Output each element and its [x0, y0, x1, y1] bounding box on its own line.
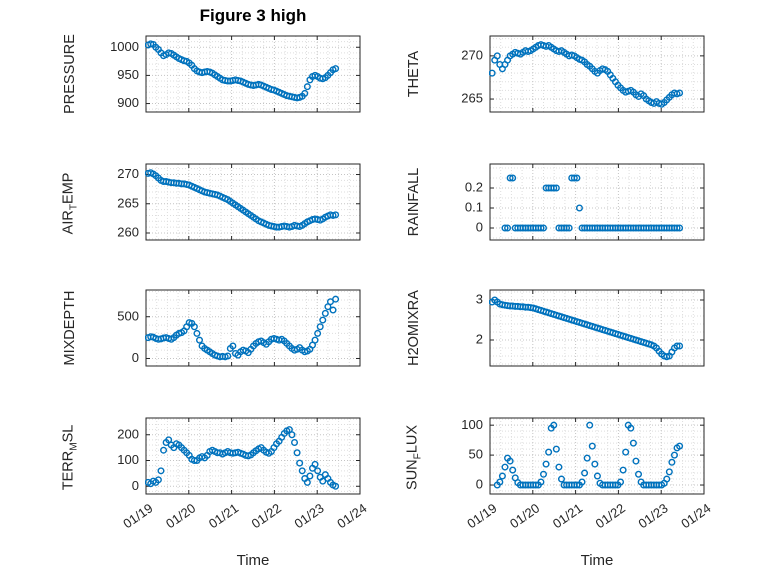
subscript: T	[68, 203, 80, 211]
plot-canvas-air-temp	[90, 156, 372, 252]
subplot-sun-flux: SUNFLUX	[405, 410, 716, 560]
y-axis-label-theta: THETA	[406, 50, 422, 98]
x-axis-label-time-left: Time	[236, 552, 270, 569]
y-axis-label-pressure: PRESSURE	[62, 34, 78, 114]
subplot-mixdepth: MIXDEPTH	[62, 282, 372, 378]
figure-title: Figure 3 high	[199, 6, 307, 25]
x-axis-label-time-right: Time	[580, 552, 614, 569]
plot-canvas-h2omixra	[434, 282, 716, 378]
y-axis-label-air-temp: AIRTEMP	[60, 172, 80, 235]
y-axis-label-h2omixra: H2OMIXRA	[406, 290, 422, 366]
y-axis-label-rainfall: RAINFALL	[406, 167, 422, 237]
subscript: F	[412, 453, 424, 460]
subscript: M	[68, 442, 80, 451]
plot-canvas-theta	[434, 28, 716, 124]
plot-canvas-sun-flux	[434, 410, 716, 560]
subplot-air-temp: AIRTEMP	[61, 156, 372, 252]
subplot-terr-msl: TERRMSL	[61, 410, 372, 560]
plot-canvas-pressure	[90, 28, 372, 124]
subplot-h2omixra: H2OMIXRA	[406, 282, 716, 378]
plot-canvas-terr-msl	[90, 410, 372, 560]
y-axis-label-mixdepth: MIXDEPTH	[62, 290, 78, 366]
subplot-rainfall: RAINFALL	[406, 156, 716, 252]
y-axis-label-sun-flux: SUNFLUX	[404, 424, 424, 490]
subplot-theta: THETA	[406, 28, 716, 124]
subplot-pressure: PRESSURE	[62, 28, 372, 124]
plot-canvas-rainfall	[434, 156, 716, 252]
y-axis-label-terr-msl: TERRMSL	[60, 424, 80, 491]
plot-canvas-mixdepth	[90, 282, 372, 378]
